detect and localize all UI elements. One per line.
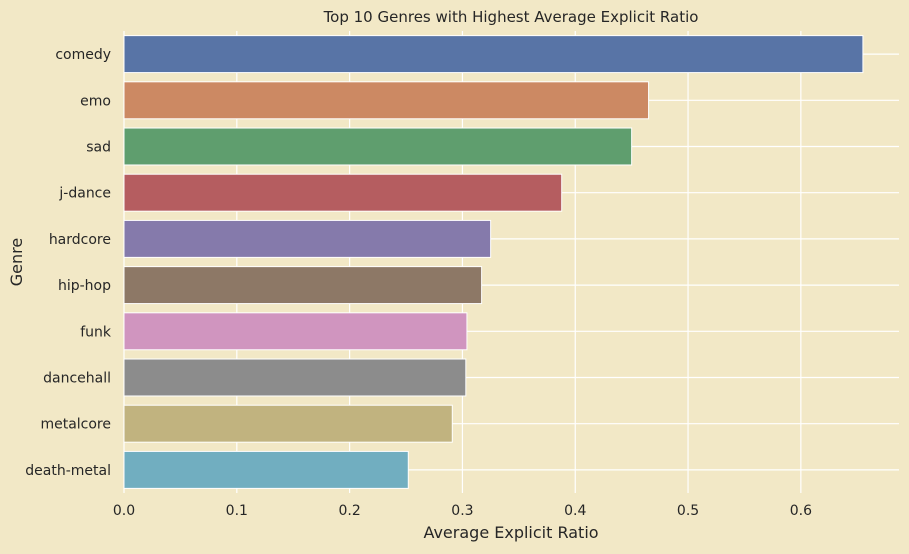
y-tick-labels: comedy emo sad j-dance hardcore hip-hop funk da… bbox=[25, 47, 112, 479]
bar-metalcore bbox=[123, 404, 453, 443]
bar-j-dance bbox=[123, 173, 563, 212]
x-tick-labels: 0.0 0.1 0.2 0.3 0.4 0.5 0.6 bbox=[113, 503, 812, 519]
x-tick-label: 0.6 bbox=[790, 503, 812, 519]
x-axis-label: Average Explicit Ratio bbox=[423, 523, 598, 542]
bar-hip-hop bbox=[123, 266, 483, 305]
x-tick-label: 0.3 bbox=[451, 503, 473, 519]
y-tick-label: dancehall bbox=[43, 371, 111, 387]
y-tick-label: hardcore bbox=[49, 232, 111, 248]
y-axis-label: Genre bbox=[7, 238, 26, 286]
bar-dancehall bbox=[123, 358, 467, 397]
y-tick-label: funk bbox=[80, 324, 112, 340]
y-tick-label: metalcore bbox=[40, 417, 111, 433]
x-tick-label: 0.5 bbox=[677, 503, 699, 519]
y-tick-label: j-dance bbox=[58, 186, 111, 202]
x-tick-label: 0.1 bbox=[226, 503, 248, 519]
y-tick-label: comedy bbox=[55, 47, 111, 63]
bar-funk bbox=[123, 312, 468, 351]
bar-comedy bbox=[123, 35, 864, 74]
bar-sad bbox=[123, 127, 633, 166]
x-tick-label: 0.0 bbox=[113, 503, 135, 519]
x-tick-label: 0.2 bbox=[338, 503, 360, 519]
bar-hardcore bbox=[123, 219, 492, 258]
y-tick-label: death-metal bbox=[25, 463, 111, 479]
bar-death-metal bbox=[123, 450, 409, 489]
x-tick-label: 0.4 bbox=[564, 503, 586, 519]
bar-emo bbox=[123, 81, 650, 120]
chart-title: Top 10 Genres with Highest Average Expli… bbox=[323, 8, 699, 26]
y-tick-label: sad bbox=[86, 140, 111, 156]
bars bbox=[123, 35, 864, 489]
y-tick-label: hip-hop bbox=[58, 278, 111, 294]
y-tick-label: emo bbox=[80, 93, 111, 109]
